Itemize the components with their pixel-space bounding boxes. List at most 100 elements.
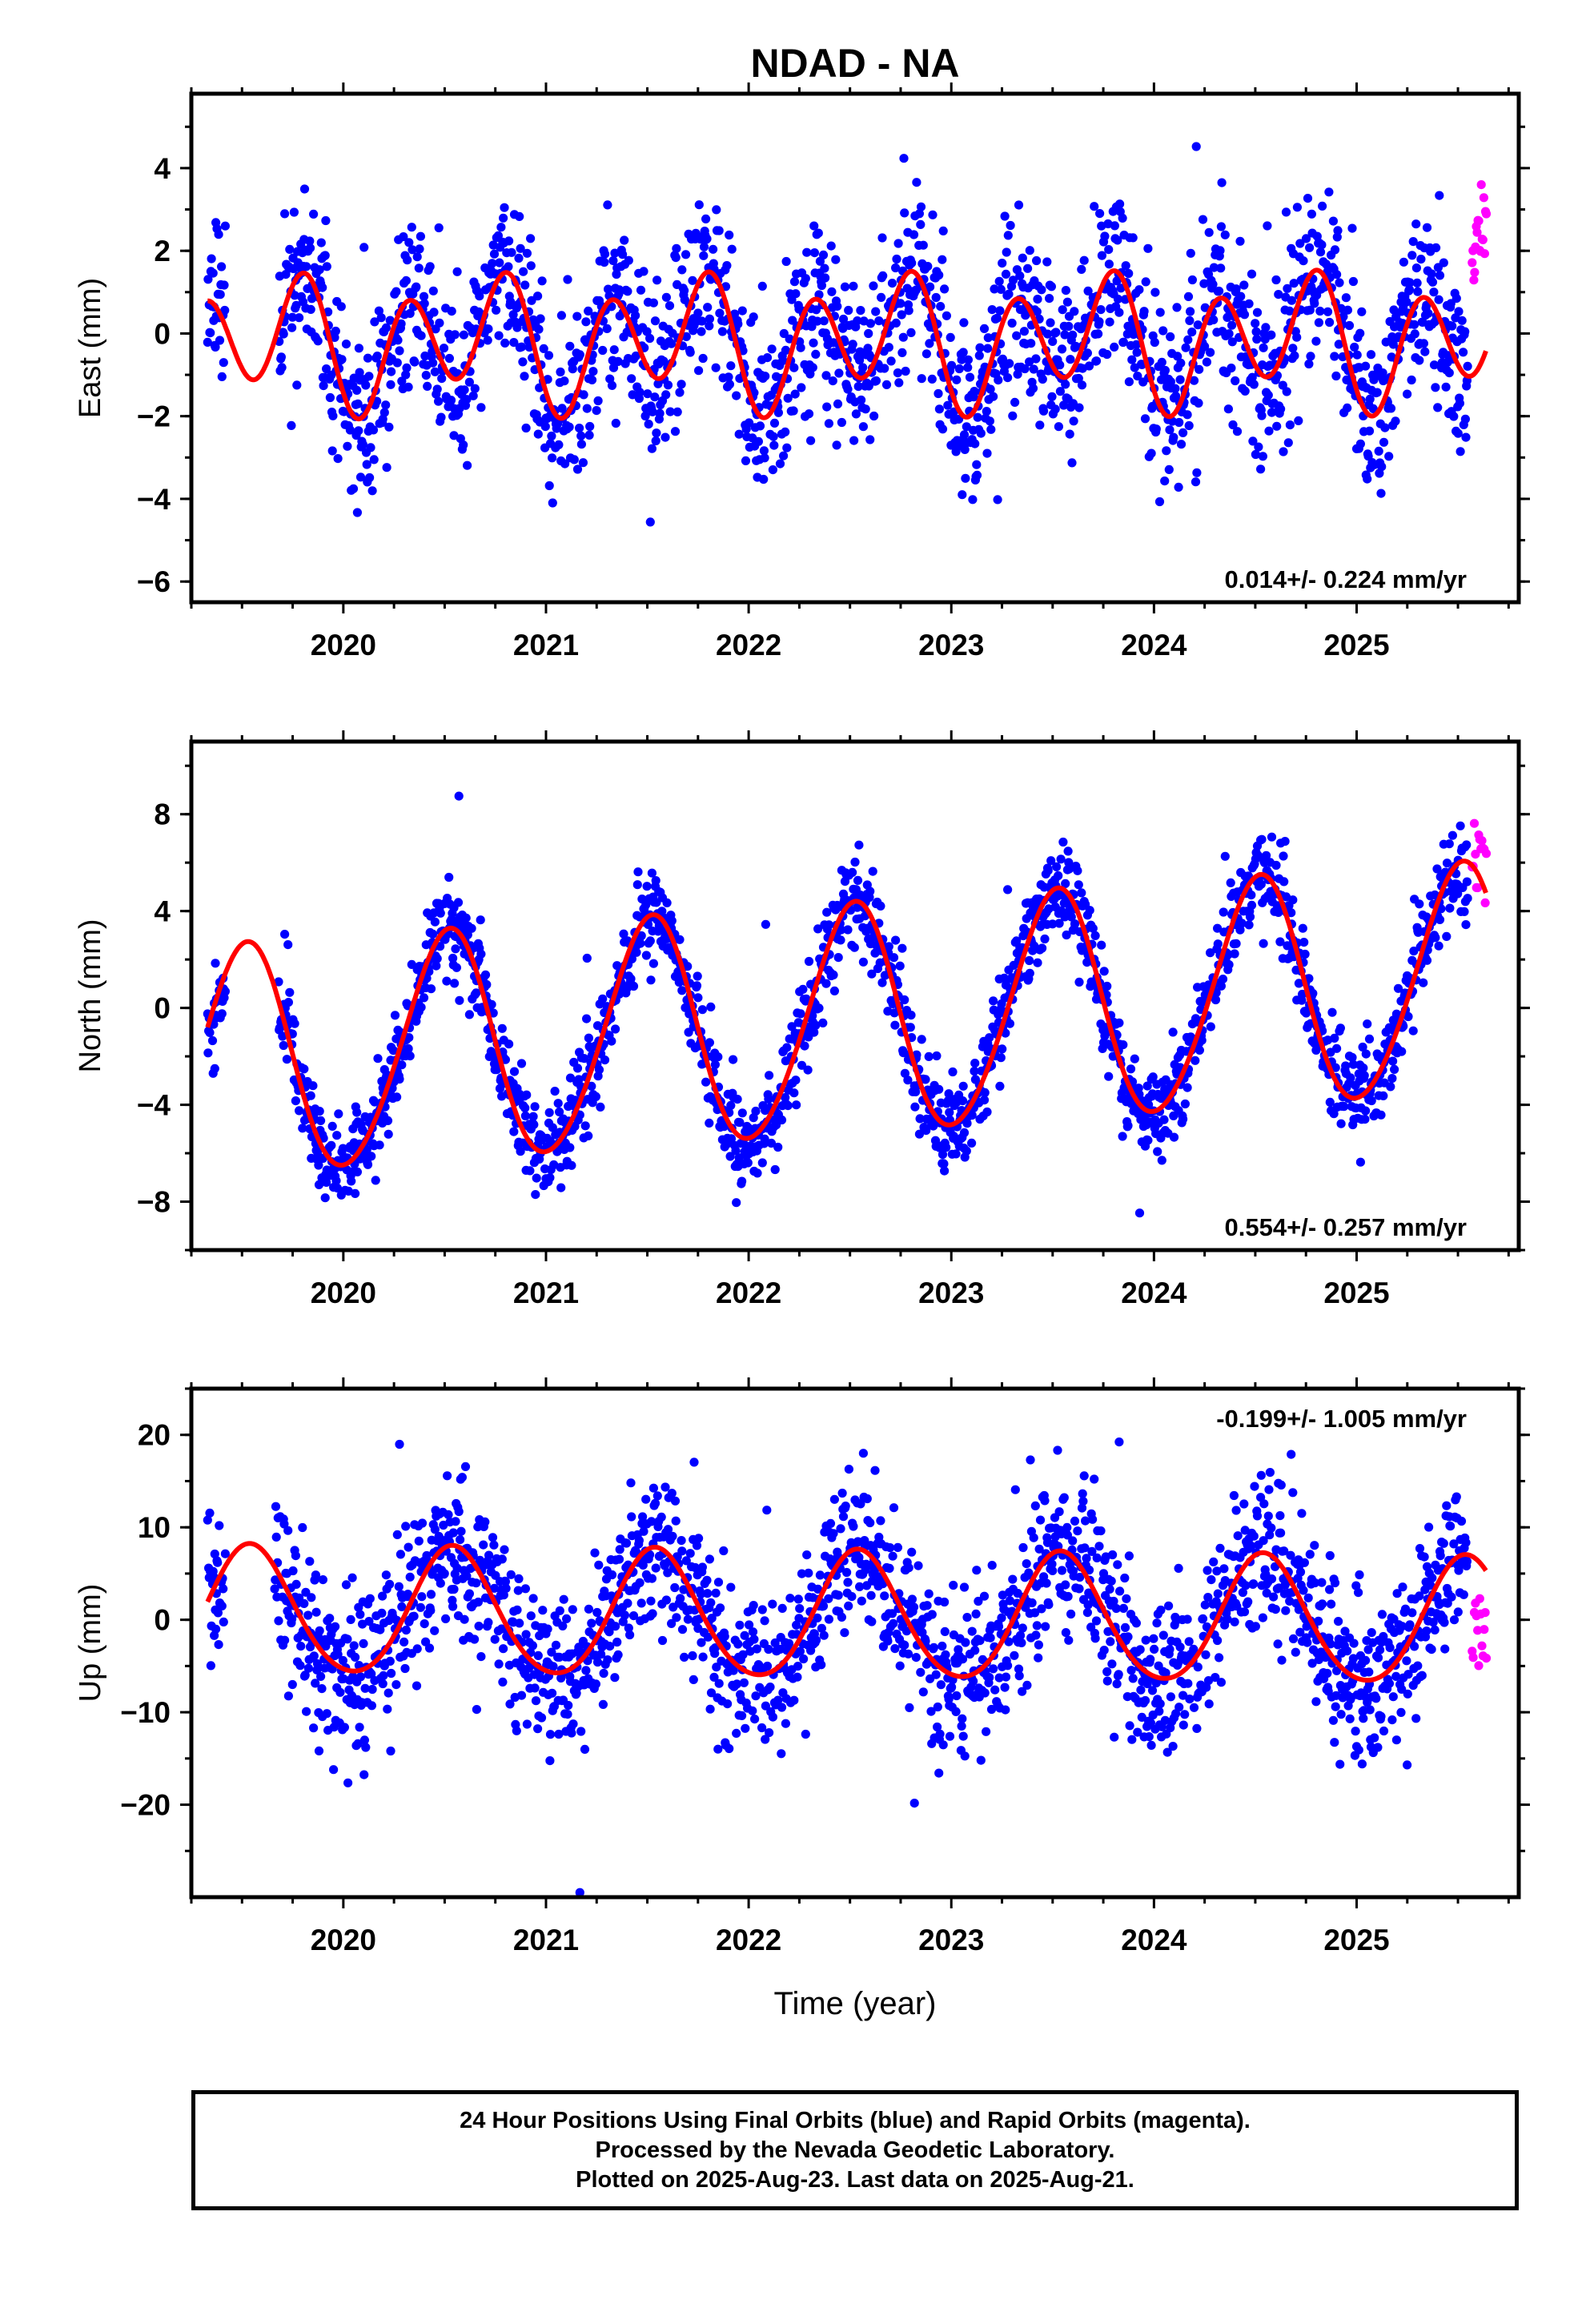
data-point xyxy=(1431,243,1441,252)
data-point xyxy=(334,1109,343,1119)
data-point xyxy=(1432,864,1442,874)
data-point xyxy=(797,1569,807,1578)
data-point xyxy=(811,1020,821,1030)
data-point xyxy=(332,1184,342,1193)
data-point xyxy=(382,463,391,472)
data-point xyxy=(631,311,640,320)
data-point xyxy=(959,430,970,440)
data-point xyxy=(940,284,950,294)
data-point xyxy=(1191,1055,1200,1065)
data-point xyxy=(603,1655,612,1665)
data-point xyxy=(214,230,223,239)
data-point xyxy=(578,458,588,468)
data-point xyxy=(497,1554,507,1564)
data-point xyxy=(385,1656,395,1666)
data-point xyxy=(545,1756,555,1766)
data-point xyxy=(211,342,220,352)
data-point xyxy=(799,1654,809,1664)
data-point xyxy=(492,305,501,315)
data-point xyxy=(804,1568,813,1578)
data-point xyxy=(1372,388,1382,397)
data-point xyxy=(585,421,595,432)
data-point xyxy=(428,286,438,296)
data-point xyxy=(1251,327,1261,336)
data-point xyxy=(1361,361,1371,371)
data-point xyxy=(1447,321,1457,331)
data-point xyxy=(391,1680,401,1690)
data-point xyxy=(1094,317,1104,327)
data-point xyxy=(1077,888,1086,898)
data-point xyxy=(717,327,728,336)
data-point xyxy=(484,324,493,334)
data-point xyxy=(785,1594,795,1603)
data-point xyxy=(900,995,909,1005)
data-point xyxy=(732,1679,742,1689)
data-point xyxy=(1276,404,1286,414)
data-point xyxy=(645,936,655,946)
data-point xyxy=(972,470,982,480)
data-point xyxy=(934,388,943,399)
data-point xyxy=(390,1011,400,1020)
data-point xyxy=(836,935,845,945)
data-point xyxy=(424,1643,435,1653)
data-point xyxy=(1097,251,1106,260)
data-point xyxy=(217,262,227,271)
data-point xyxy=(672,243,681,253)
data-point xyxy=(1182,1083,1192,1092)
data-point xyxy=(1343,305,1352,315)
data-point xyxy=(1140,414,1150,424)
data-point xyxy=(671,253,681,263)
data-point xyxy=(1247,269,1257,279)
data-point xyxy=(946,332,955,342)
data-point xyxy=(360,1683,370,1693)
data-point xyxy=(735,1118,745,1128)
data-point xyxy=(1365,394,1375,404)
data-point xyxy=(287,312,297,322)
data-point xyxy=(217,1601,227,1610)
data-point xyxy=(864,328,873,339)
data-point xyxy=(751,1106,761,1116)
data-point xyxy=(472,1705,482,1715)
data-point xyxy=(1066,912,1076,922)
data-point xyxy=(943,1096,953,1105)
data-point xyxy=(635,1578,644,1587)
data-point xyxy=(536,314,545,324)
data-point xyxy=(1422,223,1432,232)
data-point xyxy=(723,1699,733,1709)
data-point xyxy=(648,298,659,308)
data-point xyxy=(352,508,362,517)
data-point xyxy=(530,1683,540,1693)
data-point xyxy=(464,1589,475,1598)
data-point xyxy=(726,1582,736,1592)
data-point xyxy=(1403,389,1412,399)
data-point xyxy=(1389,305,1399,315)
series-north-final-orbits xyxy=(203,791,1472,1218)
data-point xyxy=(1429,287,1439,297)
data-point xyxy=(368,425,379,435)
data-point xyxy=(1388,340,1398,349)
data-point xyxy=(1244,299,1254,308)
data-point xyxy=(982,448,992,458)
data-point xyxy=(650,1498,661,1508)
data-point xyxy=(1025,246,1034,255)
data-point xyxy=(1288,344,1298,353)
data-point xyxy=(1057,344,1067,354)
data-point xyxy=(1195,364,1204,374)
data-point xyxy=(1257,834,1267,844)
data-point xyxy=(884,942,893,951)
data-point xyxy=(677,1536,686,1546)
data-point xyxy=(1178,1114,1188,1124)
data-point xyxy=(1158,326,1168,336)
data-point xyxy=(437,374,447,384)
data-point xyxy=(205,1027,215,1037)
data-point xyxy=(1144,1100,1154,1109)
data-point xyxy=(824,920,833,930)
data-point xyxy=(729,1055,738,1064)
data-point xyxy=(283,1526,293,1535)
data-point xyxy=(489,249,500,259)
data-point xyxy=(500,1055,511,1064)
data-point xyxy=(1227,337,1237,347)
data-point xyxy=(1235,236,1245,246)
data-point xyxy=(1174,482,1183,493)
